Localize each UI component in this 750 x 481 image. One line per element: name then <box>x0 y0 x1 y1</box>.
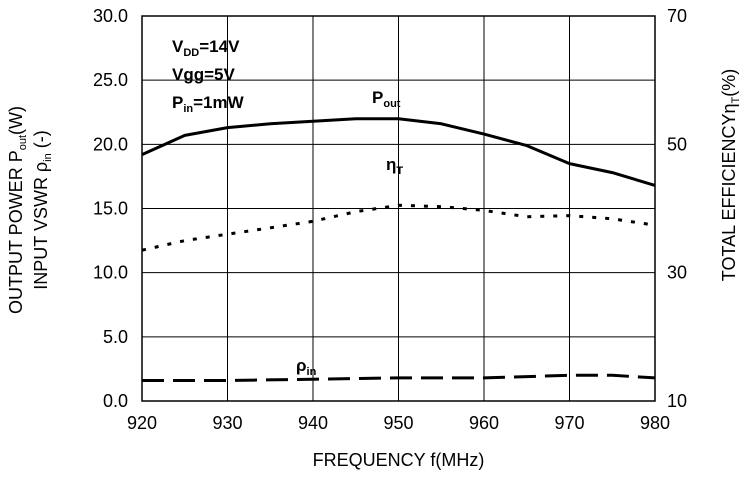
series-label-text: ρ <box>296 356 307 375</box>
eta-symbol: η <box>719 104 739 114</box>
rho-symbol: ρ <box>31 162 51 172</box>
series-label-subscript: out <box>383 98 400 110</box>
y-left-tick-label: 0.0 <box>103 391 128 411</box>
y-right-tick-label: 70 <box>667 6 687 26</box>
y-left-tick-label: 15.0 <box>93 199 128 219</box>
y-left-tick-label: 10.0 <box>93 263 128 283</box>
condition-tail: =1mW <box>193 93 244 112</box>
condition-subscript: DD <box>183 47 199 59</box>
y-right-tick-label: 50 <box>667 134 687 154</box>
condition-text: Vgg <box>172 65 204 84</box>
y-left-tick-label: 30.0 <box>93 6 128 26</box>
series-line-rho-in <box>142 373 656 382</box>
label-subscript: T <box>730 97 742 104</box>
y-right-tick-label: 30 <box>667 263 687 283</box>
x-axis-label: FREQUENCY f(MHz) <box>313 450 485 470</box>
series-line-p-out <box>141 117 656 187</box>
label-subscript: in <box>42 153 54 162</box>
y-right-tick-label: 10 <box>667 391 687 411</box>
condition-text: V <box>172 37 184 56</box>
label-tail: (-) <box>31 130 51 153</box>
condition-subscript: in <box>183 103 193 115</box>
x-tick-label: 950 <box>383 413 413 433</box>
y-right-axis-label: TOTAL EFFICIENCYηT(%) <box>719 69 742 281</box>
y-left-tick-label: 5.0 <box>103 327 128 347</box>
x-tick-label: 980 <box>640 413 670 433</box>
series-label-subscript: in <box>307 366 317 378</box>
x-tick-label: 970 <box>554 413 584 433</box>
label-tail: (W) <box>6 106 26 135</box>
label-text: INPUT VSWR <box>31 172 51 290</box>
condition-label: Vgg=5V <box>172 65 235 84</box>
condition-label: VDD=14V <box>172 37 240 59</box>
x-tick-label: 960 <box>469 413 499 433</box>
condition-tail: =5V <box>204 65 235 84</box>
x-tick-label: 940 <box>298 413 328 433</box>
plot-frame <box>141 15 656 402</box>
label-tail: (%) <box>719 69 739 97</box>
series-line-eta-t <box>141 203 656 252</box>
y-left-axis-label-input-vswr: INPUT VSWR ρin (-) <box>31 130 54 289</box>
series-label-text: P <box>372 88 383 107</box>
series-label-p-out: Pout <box>372 88 401 110</box>
y-left-axis-label-output-power: OUTPUT POWER Pout(W) <box>6 106 29 314</box>
label-text: OUTPUT POWER P <box>6 150 26 314</box>
series-label-subscript: T <box>396 165 403 177</box>
series-label-rho-in: ρin <box>296 356 317 378</box>
y-left-tick-label: 20.0 <box>93 134 128 154</box>
series-label-eta-t: ηT <box>386 155 403 177</box>
series-label-text: η <box>386 155 396 174</box>
x-tick-label: 930 <box>212 413 242 433</box>
condition-label: Pin=1mW <box>172 93 245 115</box>
condition-text: P <box>172 93 183 112</box>
label-subscript: out <box>17 135 29 150</box>
y-left-tick-label: 25.0 <box>93 70 128 90</box>
condition-tail: =14V <box>199 37 240 56</box>
x-tick-label: 920 <box>127 413 157 433</box>
label-text: TOTAL EFFICIENCY <box>719 114 739 282</box>
